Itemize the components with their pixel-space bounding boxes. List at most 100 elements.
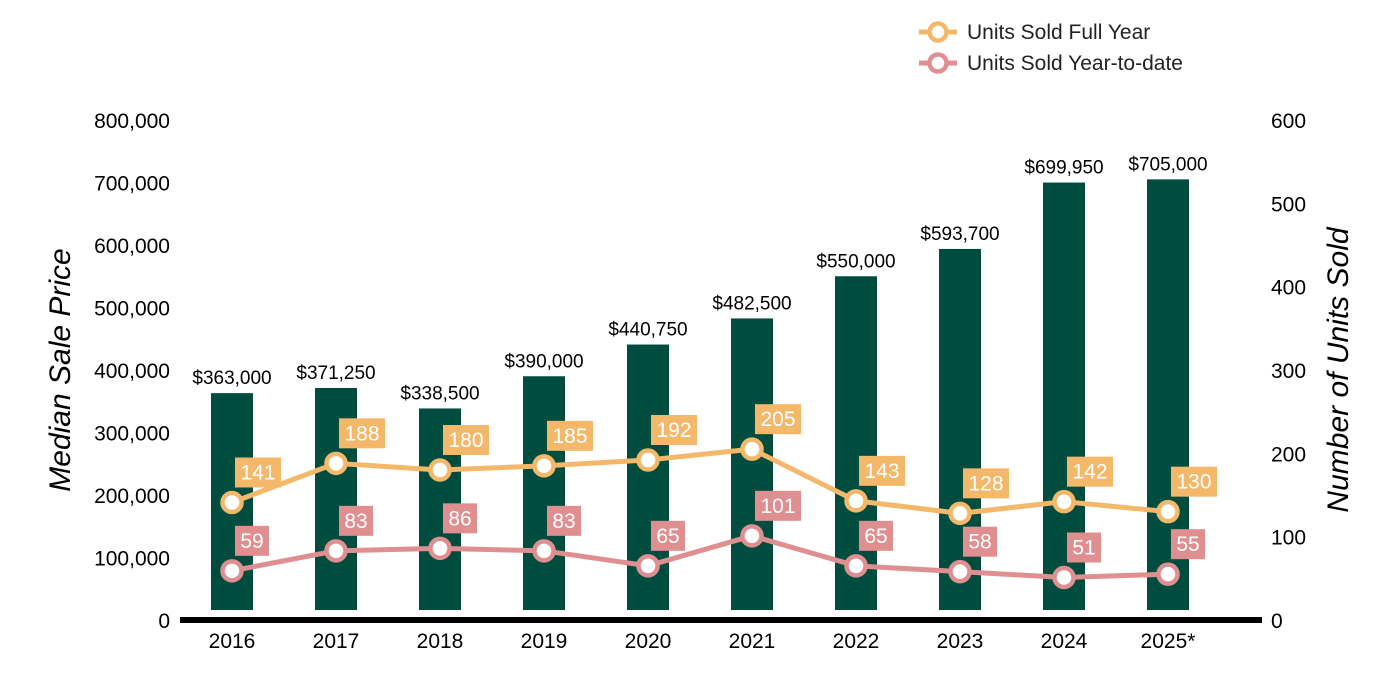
data-label: 86	[448, 507, 471, 530]
y2-tick-label: 300	[1271, 360, 1306, 383]
y2-tick-label: 600	[1271, 110, 1306, 133]
data-label: 51	[1072, 537, 1095, 560]
y-tick-label: 200,000	[94, 485, 170, 508]
y2-tick-label: 0	[1271, 610, 1283, 633]
y2-axis-title: Number of Units Sold	[1322, 226, 1355, 512]
data-label: 65	[656, 525, 679, 548]
x-tick-label: 2017	[313, 630, 360, 653]
series-line-1	[231, 446, 1169, 516]
series-point	[1052, 489, 1076, 514]
series-point	[740, 524, 764, 548]
bar-2021	[731, 318, 773, 610]
y-tick-label: 700,000	[94, 173, 170, 196]
data-label-box	[443, 503, 477, 534]
x-tick-label: 2016	[209, 630, 256, 653]
data-label-box	[339, 418, 385, 449]
data-label-box	[651, 520, 685, 551]
data-label-box	[235, 525, 269, 556]
data-label: 65	[864, 525, 887, 548]
data-label-box	[339, 505, 373, 536]
left-axis-ticks: 0 100,000 200,000 300,000 400,000 500,000 600,…	[94, 110, 170, 633]
data-label: 192	[656, 419, 691, 442]
bar-value-label: $440,750	[608, 320, 687, 341]
lines-layer	[220, 437, 1180, 590]
bar-value-label: $699,950	[1024, 158, 1103, 179]
bar-value-label: $390,000	[504, 351, 583, 372]
data-label: 59	[240, 530, 263, 553]
series-point	[1156, 562, 1180, 586]
series-line-2	[231, 533, 1169, 580]
x-axis-ticks: 2016 2017 2018 2019 2020 2021 2022 2023 2024 2025…	[209, 630, 1196, 653]
data-label: 83	[552, 510, 575, 533]
y2-tick-label: 500	[1271, 193, 1306, 216]
bar-2019	[523, 376, 565, 610]
data-label: 128	[968, 472, 1003, 495]
bar-value-label: $363,000	[192, 368, 271, 389]
data-label-box	[963, 468, 1009, 499]
data-label-box	[547, 505, 581, 536]
data-label-box	[1067, 456, 1113, 487]
data-label-box	[1171, 529, 1205, 560]
bars-layer	[211, 179, 1189, 610]
data-label: 55	[1176, 533, 1199, 556]
data-label: 143	[864, 460, 899, 483]
data-label-box	[651, 415, 697, 445]
data-label: 205	[760, 408, 795, 431]
series-point	[532, 454, 556, 478]
y-tick-label: 600,000	[94, 235, 170, 258]
legend-label: Units Sold Full Year	[967, 21, 1150, 44]
series-point	[740, 437, 764, 461]
series-point	[428, 458, 452, 482]
data-label-box	[859, 455, 905, 486]
x-tick-label: 2021	[729, 630, 776, 653]
bar-value-label: $482,500	[712, 293, 791, 314]
data-label: 83	[344, 510, 367, 533]
data-label-box	[755, 490, 801, 521]
data-label: 141	[240, 462, 275, 485]
bar-value-label: $550,000	[816, 251, 895, 272]
y-tick-label: 100,000	[94, 548, 170, 571]
series-point	[1052, 565, 1076, 590]
x-tick-label: 2018	[417, 630, 464, 653]
x-tick-label: 2020	[625, 630, 672, 653]
data-label: 101	[760, 495, 795, 518]
series-point	[220, 490, 244, 515]
bar-value-label: $338,500	[400, 383, 479, 404]
data-label-box	[1067, 532, 1101, 563]
data-label-box	[235, 457, 281, 488]
data-label: 180	[448, 429, 483, 452]
data-label-box	[1171, 466, 1217, 497]
bar-value-label: $705,000	[1128, 154, 1207, 175]
series-point	[636, 448, 660, 472]
y2-tick-label: 100	[1271, 527, 1306, 550]
data-label: 58	[968, 531, 991, 554]
data-label: 185	[552, 425, 587, 448]
y2-tick-label: 200	[1271, 443, 1306, 466]
data-label: 130	[1176, 471, 1211, 494]
bar-value-label: $371,250	[296, 363, 375, 384]
y-tick-label: 500,000	[94, 298, 170, 321]
series-point	[324, 451, 348, 476]
series-point	[428, 536, 452, 561]
y-axis-title: Median Sale Price	[44, 248, 77, 491]
series-point	[636, 554, 660, 578]
x-tick-label: 2023	[937, 630, 984, 653]
x-tick-label: 2025*	[1141, 630, 1196, 653]
x-tick-label: 2024	[1041, 630, 1088, 653]
legend-swatch-marker	[927, 21, 949, 43]
x-tick-label: 2022	[833, 630, 880, 653]
series-point	[844, 554, 868, 578]
series-point	[1156, 499, 1180, 524]
legend-swatch-marker	[927, 52, 949, 74]
right-axis-ticks: 0 100 200 300 400 500 600	[1271, 110, 1306, 633]
y-tick-label: 400,000	[94, 360, 170, 383]
legend: Units Sold Full Year Units Sold Year-to-d…	[919, 21, 1183, 75]
data-label-box	[859, 520, 893, 551]
bar-value-label: $593,700	[920, 224, 999, 245]
y-tick-label: 300,000	[94, 423, 170, 446]
x-tick-label: 2019	[521, 630, 568, 653]
series-point	[220, 559, 244, 583]
data-label-box	[963, 526, 997, 557]
